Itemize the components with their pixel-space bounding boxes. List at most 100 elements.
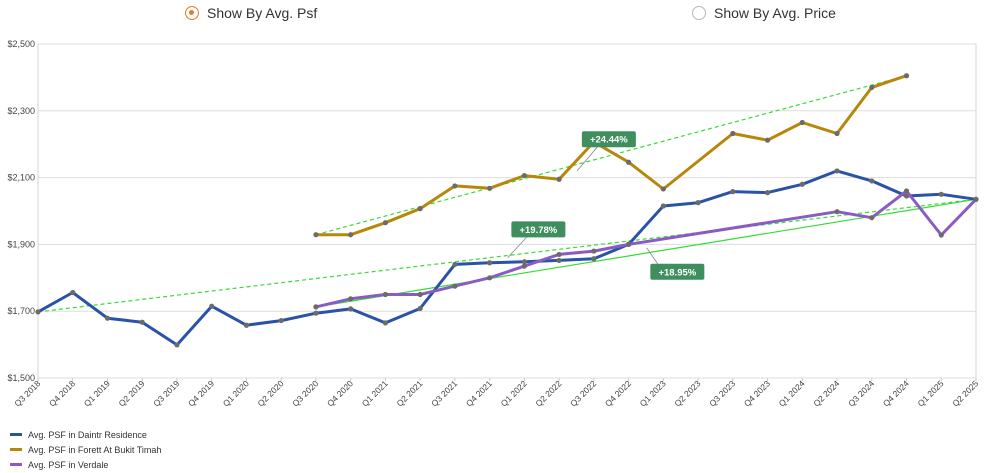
data-point <box>348 296 354 302</box>
data-point <box>799 181 805 187</box>
data-point <box>556 257 562 264</box>
x-tick-label: Q2 2020 <box>255 378 285 408</box>
x-tick-label: Q2 2019 <box>116 378 146 408</box>
x-tick-label: Q4 2021 <box>464 378 494 408</box>
data-point <box>452 283 458 289</box>
data-point <box>730 189 736 195</box>
data-point <box>348 306 354 312</box>
series-line <box>315 189 978 309</box>
data-point <box>278 317 284 324</box>
data-point <box>625 241 632 247</box>
data-point <box>869 178 875 184</box>
legend-label-forett: Avg. PSF in Forett At Bukit Timah <box>28 444 162 455</box>
x-tick-label: Q2 2021 <box>394 378 424 408</box>
data-point <box>556 176 562 182</box>
legend-label-verdale: Avg. PSF in Verdale <box>28 459 109 470</box>
data-point <box>973 196 979 202</box>
data-point <box>313 310 319 316</box>
x-tick-label: Q4 2018 <box>47 378 77 408</box>
y-tick-label: $2,500 <box>7 39 35 49</box>
annotation-badge <box>581 131 636 148</box>
show-by-price-option[interactable]: Show By Avg. Price <box>692 5 836 21</box>
annotation-badge <box>511 221 566 238</box>
data-point <box>521 259 527 265</box>
y-tick-label: $2,100 <box>7 173 35 183</box>
data-point <box>938 191 944 197</box>
data-point <box>625 159 632 165</box>
x-tick-label: Q3 2019 <box>151 378 181 408</box>
data-point <box>104 315 111 321</box>
series-line <box>37 169 977 347</box>
data-point <box>764 137 771 143</box>
annotation-label: +18.95% <box>658 267 696 278</box>
data-point <box>591 248 597 254</box>
data-point <box>869 215 875 221</box>
annotation-label: +24.44% <box>590 135 628 146</box>
data-point <box>209 303 215 309</box>
data-point <box>487 275 493 281</box>
data-point <box>382 220 389 226</box>
x-tick-label: Q3 2024 <box>846 378 876 408</box>
trendline <box>37 198 977 313</box>
x-tick-label: Q4 2020 <box>325 378 355 408</box>
show-by-psf-option[interactable]: Show By Avg. Psf <box>185 5 317 21</box>
data-point <box>834 168 840 174</box>
x-tick-label: Q1 2024 <box>777 378 807 408</box>
x-tick-label: Q1 2019 <box>82 378 112 408</box>
data-point <box>521 172 527 179</box>
legend-item-verdale[interactable]: Avg. PSF in Verdale <box>10 457 161 472</box>
data-point <box>452 183 458 189</box>
x-tick-label: Q2 2025 <box>950 378 980 408</box>
data-point <box>556 251 562 258</box>
data-point <box>452 261 458 268</box>
chart-legend: Avg. PSF in Daintr Residence Avg. PSF in… <box>10 427 161 472</box>
x-tick-label: Q4 2022 <box>603 378 633 408</box>
show-by-price-label: Show By Avg. Price <box>714 5 836 21</box>
data-point <box>348 232 354 238</box>
x-tick-label: Q2 2022 <box>533 378 563 408</box>
legend-swatch-daintr <box>10 433 22 436</box>
y-tick-label: $1,900 <box>7 239 35 249</box>
x-tick-label: Q2 2023 <box>672 378 702 408</box>
legend-label-daintr: Avg. PSF in Daintr Residence <box>28 429 147 440</box>
x-tick-label: Q3 2023 <box>707 378 737 408</box>
radio-unselected-icon[interactable] <box>692 6 706 20</box>
data-point <box>70 289 76 296</box>
legend-item-forett[interactable]: Avg. PSF in Forett At Bukit Timah <box>10 442 161 457</box>
radio-selected-icon[interactable] <box>185 6 199 20</box>
data-point <box>938 232 944 238</box>
view-toggle: Show By Avg. Psf Show By Avg. Price <box>0 0 1000 30</box>
data-point <box>382 320 389 326</box>
x-tick-label: Q2 2024 <box>811 378 841 408</box>
data-point <box>799 119 805 126</box>
data-point <box>139 319 145 325</box>
x-tick-label: Q3 2020 <box>290 378 320 408</box>
data-point <box>313 304 319 310</box>
data-point <box>834 130 840 137</box>
trendline <box>315 75 907 236</box>
y-tick-label: $1,500 <box>7 373 35 383</box>
data-point <box>660 203 666 209</box>
data-point <box>382 291 389 298</box>
legend-swatch-verdale <box>10 463 22 466</box>
x-tick-label: Q1 2025 <box>916 378 946 408</box>
x-tick-label: Q4 2019 <box>186 378 216 408</box>
data-point <box>313 232 319 238</box>
data-point <box>591 256 597 262</box>
x-tick-label: Q4 2024 <box>881 378 911 408</box>
annotation-badge <box>650 263 705 280</box>
data-point <box>521 263 527 269</box>
data-point <box>764 190 771 196</box>
x-tick-label: Q3 2021 <box>429 378 459 408</box>
y-tick-label: $1,700 <box>7 306 35 316</box>
y-tick-label: $2,300 <box>7 106 35 116</box>
legend-item-daintr[interactable]: Avg. PSF in Daintr Residence <box>10 427 161 442</box>
x-tick-label: Q1 2021 <box>360 378 390 408</box>
annotation-leader <box>507 235 529 259</box>
data-point <box>730 130 736 137</box>
data-point <box>174 342 180 348</box>
x-tick-label: Q4 2023 <box>742 378 772 408</box>
data-point <box>660 186 666 192</box>
x-tick-label: Q1 2020 <box>221 378 251 408</box>
